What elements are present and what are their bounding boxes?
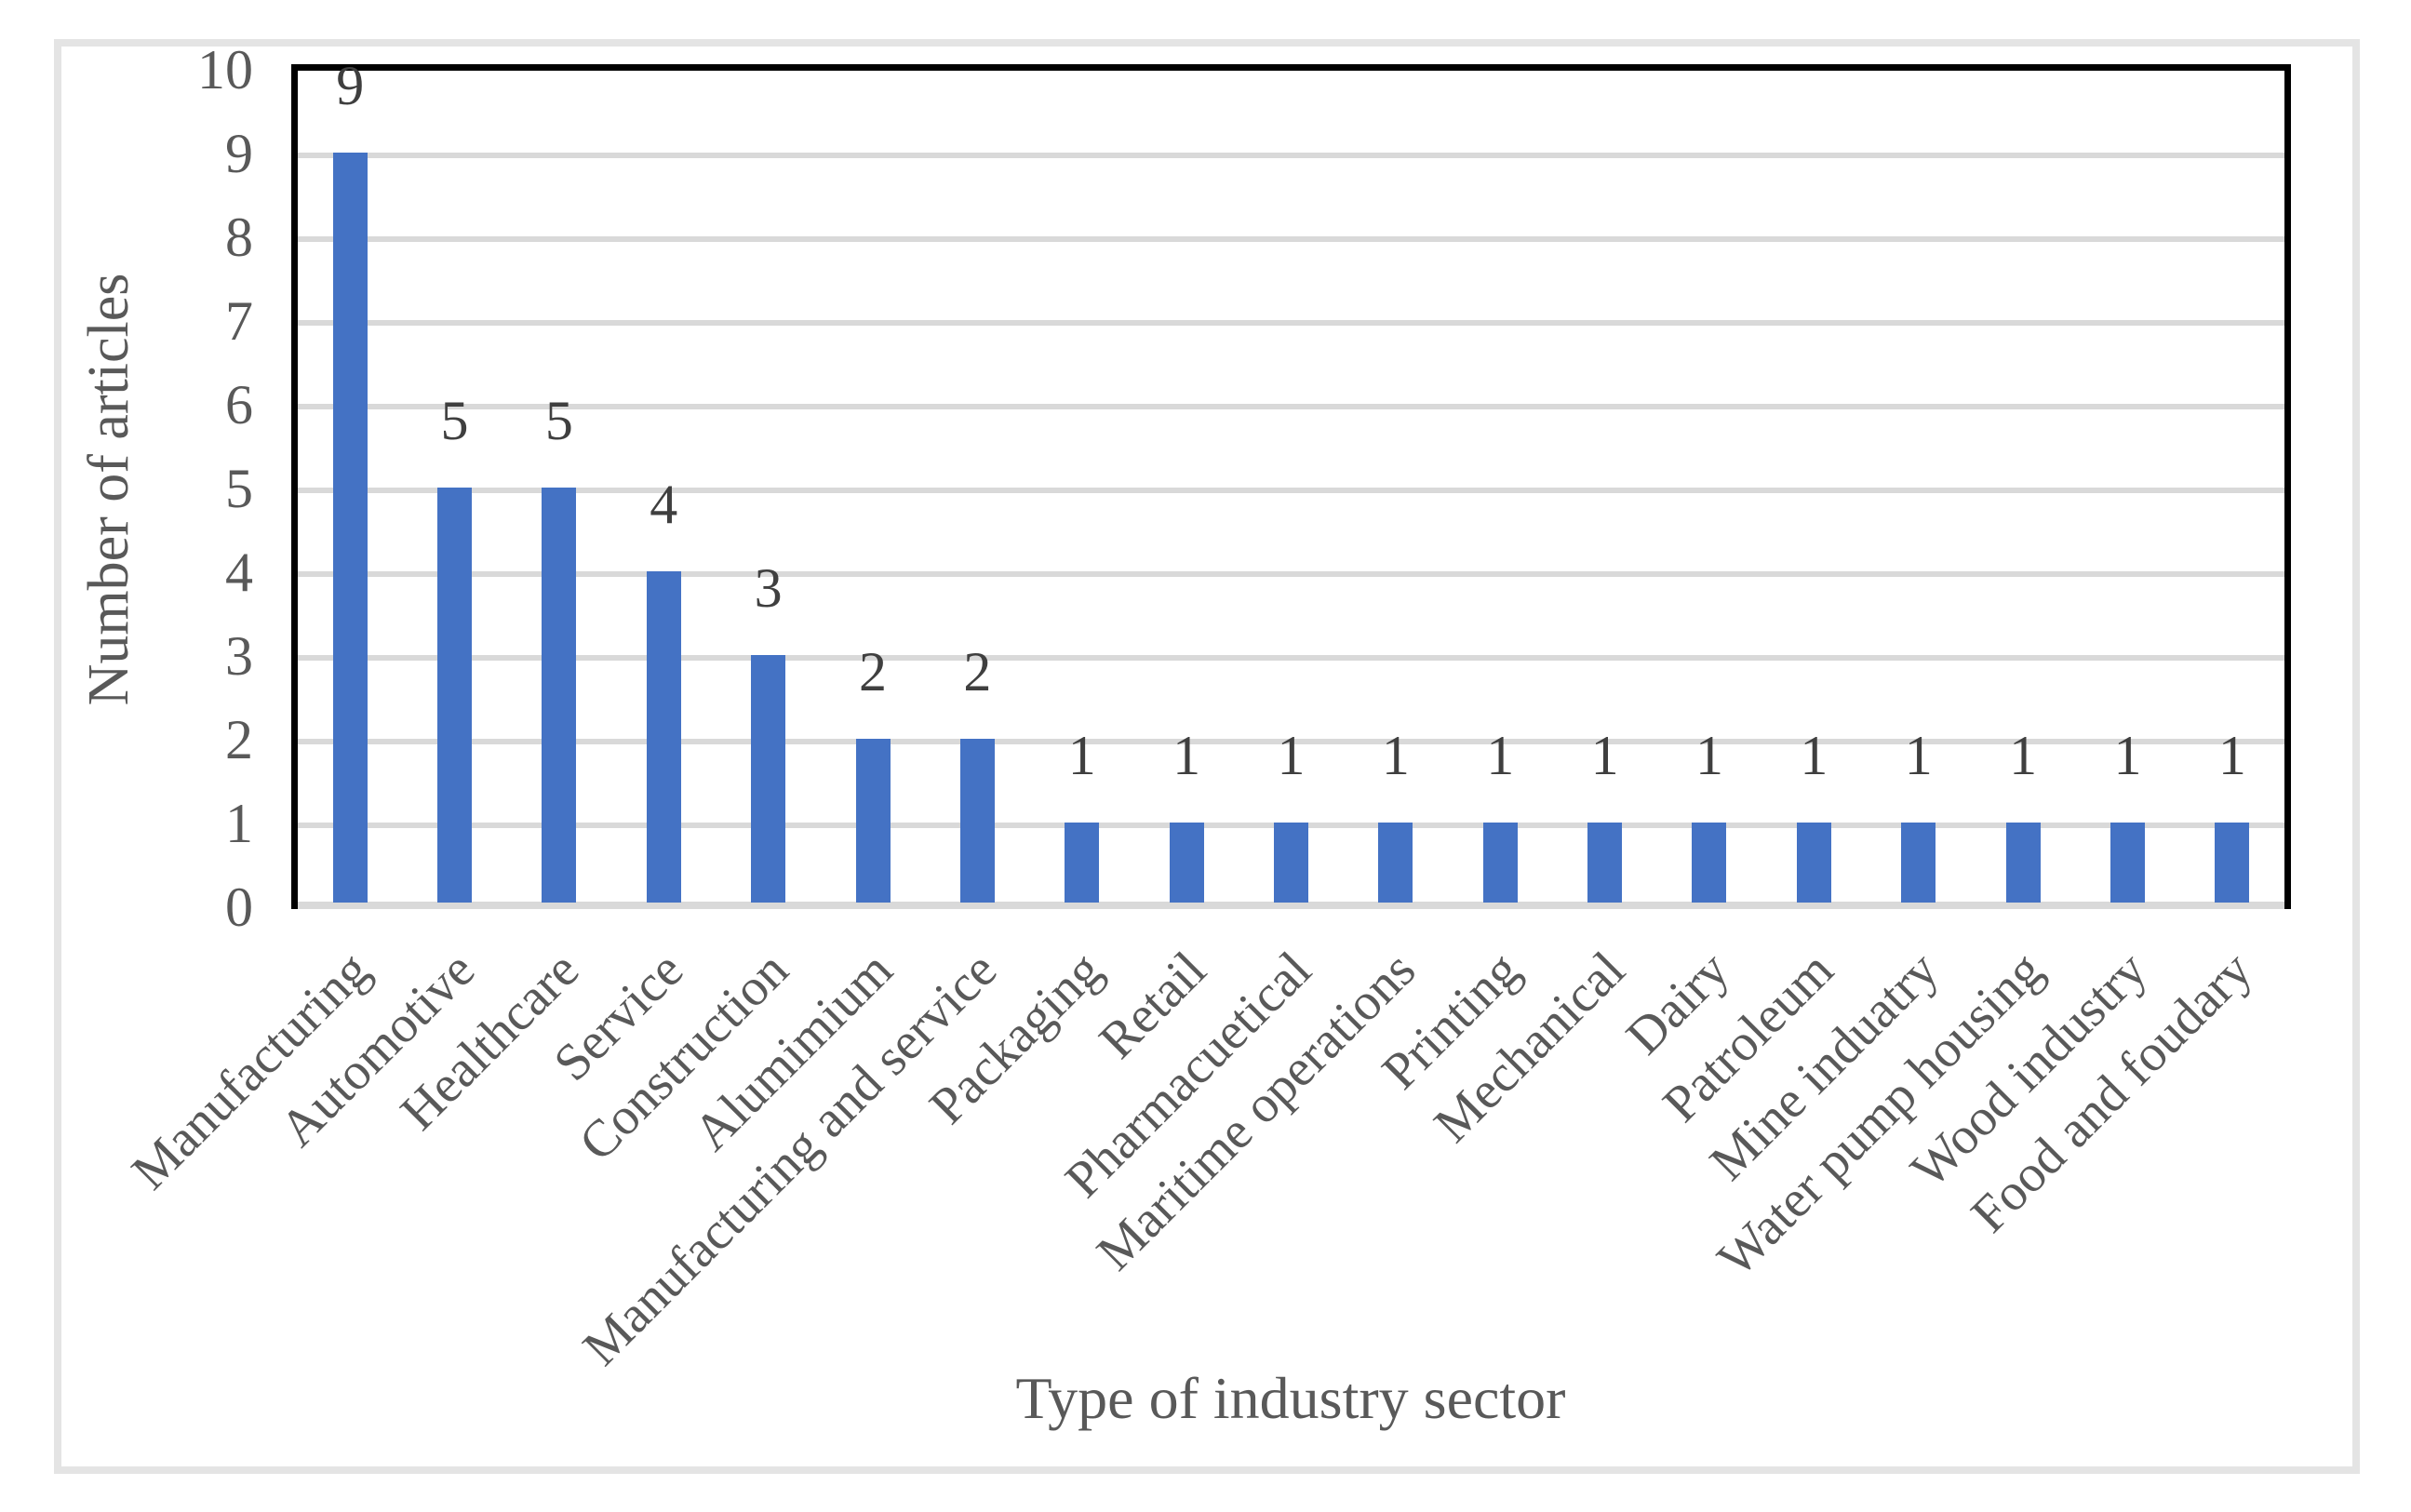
bar-maritime-operations [1378, 823, 1413, 903]
bar-value-label: 1 [1381, 725, 1410, 786]
bar-value-label: 1 [1694, 725, 1723, 786]
bar-value-label: 2 [963, 641, 992, 702]
bar-manufacturing [332, 153, 368, 903]
y-tick-label: 9 [225, 123, 253, 184]
bar-pharmacuetical [1274, 823, 1308, 903]
bar-value-label: 3 [754, 557, 783, 619]
bar-value-label: 2 [859, 641, 888, 702]
bar-packaging [1065, 823, 1100, 903]
y-tick-label: 5 [225, 458, 253, 519]
y-tick-label: 8 [225, 207, 253, 268]
plot-area: 9 5 5 4 3 2 2 1 1 1 1 1 1 1 1 1 1 1 1 [298, 58, 2284, 909]
bar-alumimium [855, 739, 891, 903]
gridline [298, 571, 2284, 577]
gridline [298, 655, 2284, 661]
bar-value-label: 1 [1277, 725, 1306, 786]
y-tick-label: 0 [225, 876, 253, 938]
bar-mechanical [1587, 823, 1623, 903]
bar-value-label: 1 [2217, 725, 2246, 786]
gridline [298, 739, 2284, 744]
gridline [298, 236, 2284, 242]
bar-value-label: 1 [1172, 725, 1201, 786]
gridline [298, 153, 2284, 158]
bar-food-and-foudary [2215, 823, 2250, 903]
bar-value-label: 1 [1486, 725, 1515, 786]
bar-mine-induatry [1901, 823, 1936, 903]
plot-area-frame [291, 64, 2291, 909]
bar-manufacturing-and-service [959, 739, 995, 903]
y-tick-label: 4 [225, 542, 253, 603]
bar-water-pump-housing [2005, 823, 2041, 903]
x-axis-title: Type of industry sector [1015, 1365, 1566, 1431]
bar-retail [1169, 823, 1204, 903]
y-tick-label: 1 [225, 793, 253, 854]
bar-wood-industry [2110, 823, 2145, 903]
bar-value-label: 4 [650, 474, 678, 535]
gridline [298, 320, 2284, 326]
bar-printing [1482, 823, 1518, 903]
bar-value-label: 1 [1904, 725, 1933, 786]
bar-value-label: 9 [336, 55, 365, 116]
gridline [298, 488, 2284, 493]
x-axis-line [298, 902, 2284, 909]
bar-value-label: 5 [544, 390, 573, 451]
y-tick-label: 10 [197, 39, 253, 100]
y-axis-title: Number of articles [77, 273, 141, 706]
y-tick-label: 2 [225, 709, 253, 770]
bar-dairy [1692, 823, 1727, 903]
y-tick-label: 7 [225, 290, 253, 352]
y-tick-label: 6 [225, 374, 253, 435]
bar-automotive [437, 488, 473, 903]
bar-value-label: 5 [440, 390, 469, 451]
y-tick-label: 3 [225, 625, 253, 687]
bar-value-label: 1 [1800, 725, 1828, 786]
gridline [298, 404, 2284, 409]
bar-value-label: 1 [2009, 725, 2038, 786]
bar-value-label: 1 [1590, 725, 1619, 786]
bar-healthcare [542, 488, 577, 903]
bar-patroleum [1796, 823, 1831, 903]
bar-value-label: 1 [1067, 725, 1096, 786]
bar-construction [751, 655, 786, 903]
bar-value-label: 1 [2113, 725, 2142, 786]
bar-service [646, 571, 681, 903]
